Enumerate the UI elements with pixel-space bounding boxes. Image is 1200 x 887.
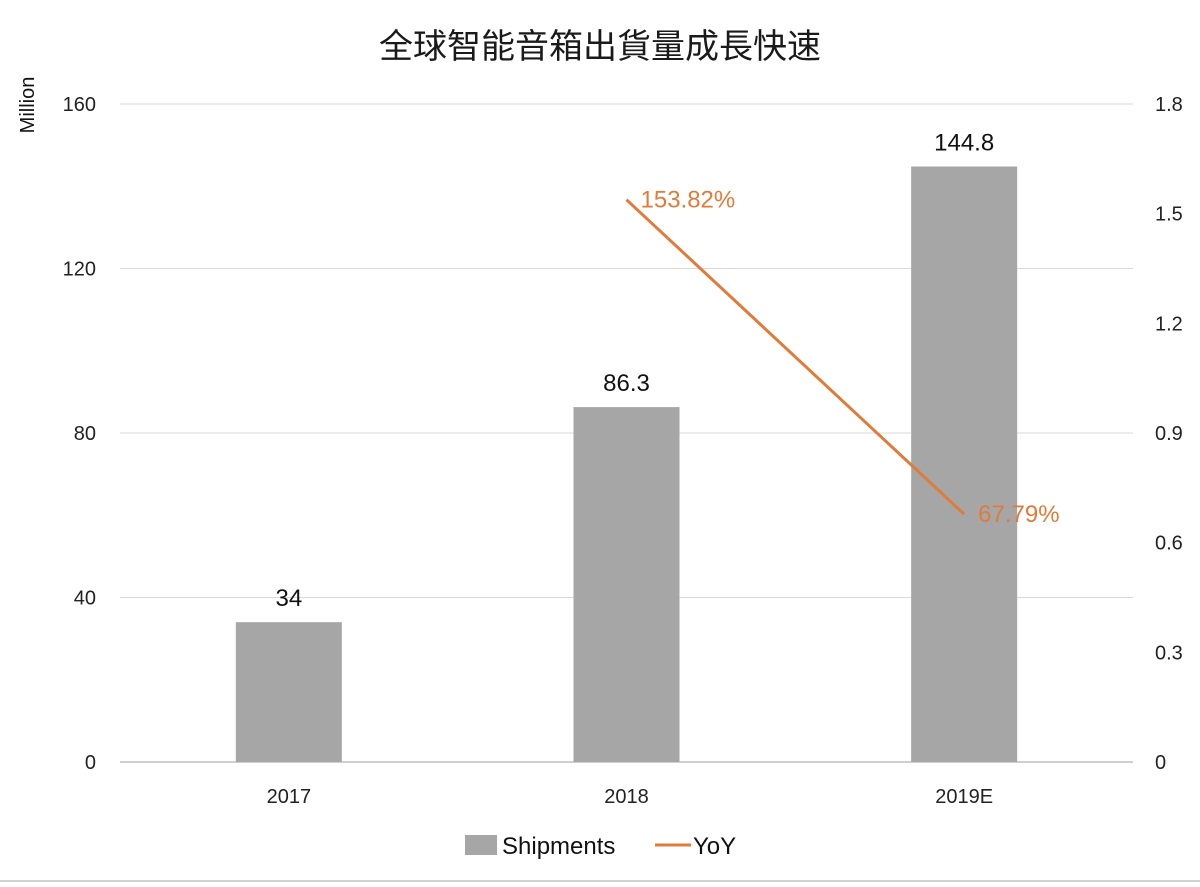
line-layer	[625, 198, 966, 516]
bar-value-label: 86.3	[603, 370, 650, 397]
left-tick-label: 0	[85, 752, 96, 774]
bars-layer	[235, 166, 1018, 762]
yoy-value-label: 67.79%	[978, 501, 1059, 528]
left-tick-label: 80	[74, 423, 96, 445]
category-label-2017: 2017	[267, 786, 312, 808]
left-tick-label: 120	[63, 259, 96, 281]
right-tick-label: 1.8	[1155, 94, 1183, 116]
category-axis-labels: 2017 2018 2019E	[267, 786, 994, 808]
bar-value-label: 144.8	[934, 130, 994, 157]
bar-2017	[235, 622, 342, 762]
right-tick-label: 1.2	[1155, 313, 1183, 335]
bar-2019E	[911, 166, 1018, 762]
right-tick-label: 1.5	[1155, 204, 1183, 226]
left-tick-label: 160	[63, 94, 96, 116]
category-label-2018: 2018	[604, 786, 649, 808]
yoy-value-label: 153.82%	[641, 187, 736, 214]
bar-2018	[573, 407, 680, 762]
left-tick-label: 40	[74, 588, 96, 610]
data-labels-layer: 34 86.3 144.8 153.82% 67.79%	[275, 130, 1059, 613]
right-tick-label: 0.6	[1155, 533, 1183, 555]
right-tick-label: 0	[1155, 752, 1166, 774]
legend-swatch-shipments	[465, 835, 497, 855]
right-tick-label: 0.9	[1155, 423, 1183, 445]
category-label-2019E: 2019E	[935, 786, 993, 808]
left-axis-ticks: 0 40 80 120 160	[63, 94, 96, 774]
bar-value-label: 34	[275, 585, 302, 612]
yoy-line	[625, 198, 966, 516]
chart-title: 全球智能音箱出貨量成長快速	[379, 27, 821, 67]
y-axis-unit: Million	[17, 77, 39, 134]
right-tick-label: 0.3	[1155, 642, 1183, 664]
legend-label-shipments: Shipments	[502, 833, 615, 860]
legend-label-yoy: YoY	[693, 833, 736, 860]
legend: Shipments YoY	[465, 833, 736, 860]
right-axis-ticks: 0 0.3 0.6 0.9 1.2 1.5 1.8	[1155, 94, 1183, 774]
